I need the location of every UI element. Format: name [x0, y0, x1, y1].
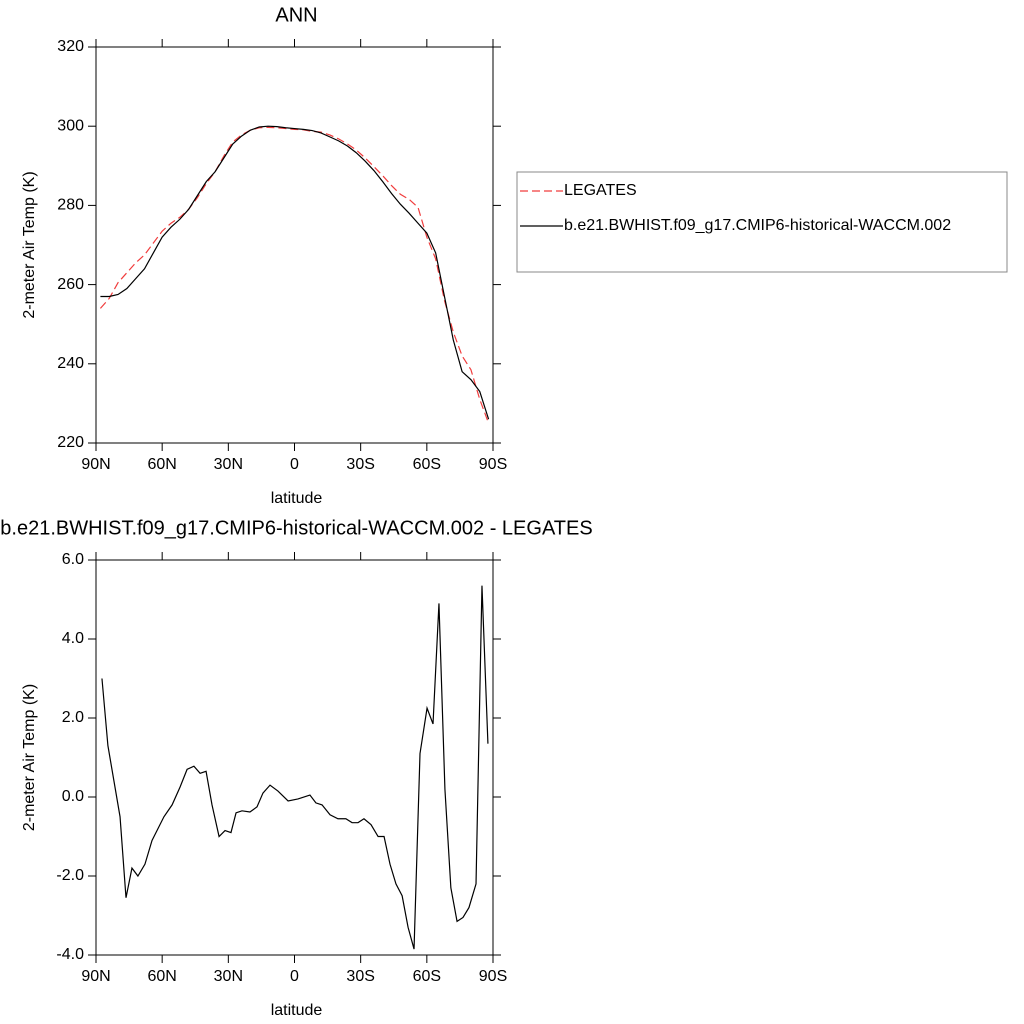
y-tick-label: 6.0: [62, 551, 84, 568]
legend-label: b.e21.BWHIST.f09_g17.CMIP6-historical-WA…: [564, 217, 951, 234]
data-line: [99, 126, 490, 424]
y-tick-label: -4.0: [56, 946, 84, 963]
x-tick-label: 60N: [147, 968, 176, 985]
data-line: [100, 125, 490, 420]
y-axis-label: 2-meter Air Temp (K): [21, 684, 38, 831]
x-tick-label: 90S: [479, 968, 507, 985]
x-axis-label: latitude: [271, 1002, 323, 1019]
y-tick-label: 280: [57, 197, 84, 214]
plot-frame: [95, 559, 494, 956]
y-tick-label: 240: [57, 355, 84, 372]
x-tick-label: 30N: [214, 968, 243, 985]
x-axis-label: latitude: [271, 490, 323, 507]
x-tick-label: 60N: [147, 456, 176, 473]
data-line: [101, 585, 489, 950]
x-tick-label: 90S: [479, 456, 507, 473]
y-tick-label: 2.0: [62, 709, 84, 726]
chart-title: ANN: [275, 4, 317, 26]
x-tick-label: 30S: [346, 456, 374, 473]
y-axis-label: 2-meter Air Temp (K): [21, 171, 38, 318]
y-tick-label: 300: [57, 117, 84, 134]
y-tick-label: 260: [57, 276, 84, 293]
plot-frame: [95, 46, 494, 444]
y-tick-label: 320: [57, 38, 84, 55]
y-tick-label: 220: [57, 434, 84, 451]
x-tick-label: 0: [290, 456, 299, 473]
x-tick-label: 60S: [413, 456, 441, 473]
chart-title: b.e21.BWHIST.f09_g17.CMIP6-historical-WA…: [0, 517, 592, 539]
legend-box: [516, 171, 1008, 273]
y-tick-label: 0.0: [62, 788, 84, 805]
legend-label: LEGATES: [564, 182, 637, 199]
x-tick-label: 60S: [413, 968, 441, 985]
y-tick-label: -2.0: [56, 867, 84, 884]
x-tick-label: 30S: [346, 968, 374, 985]
x-tick-label: 90N: [81, 456, 110, 473]
y-tick-label: 4.0: [62, 630, 84, 647]
x-tick-label: 90N: [81, 968, 110, 985]
x-tick-label: 30N: [214, 456, 243, 473]
x-tick-label: 0: [290, 968, 299, 985]
